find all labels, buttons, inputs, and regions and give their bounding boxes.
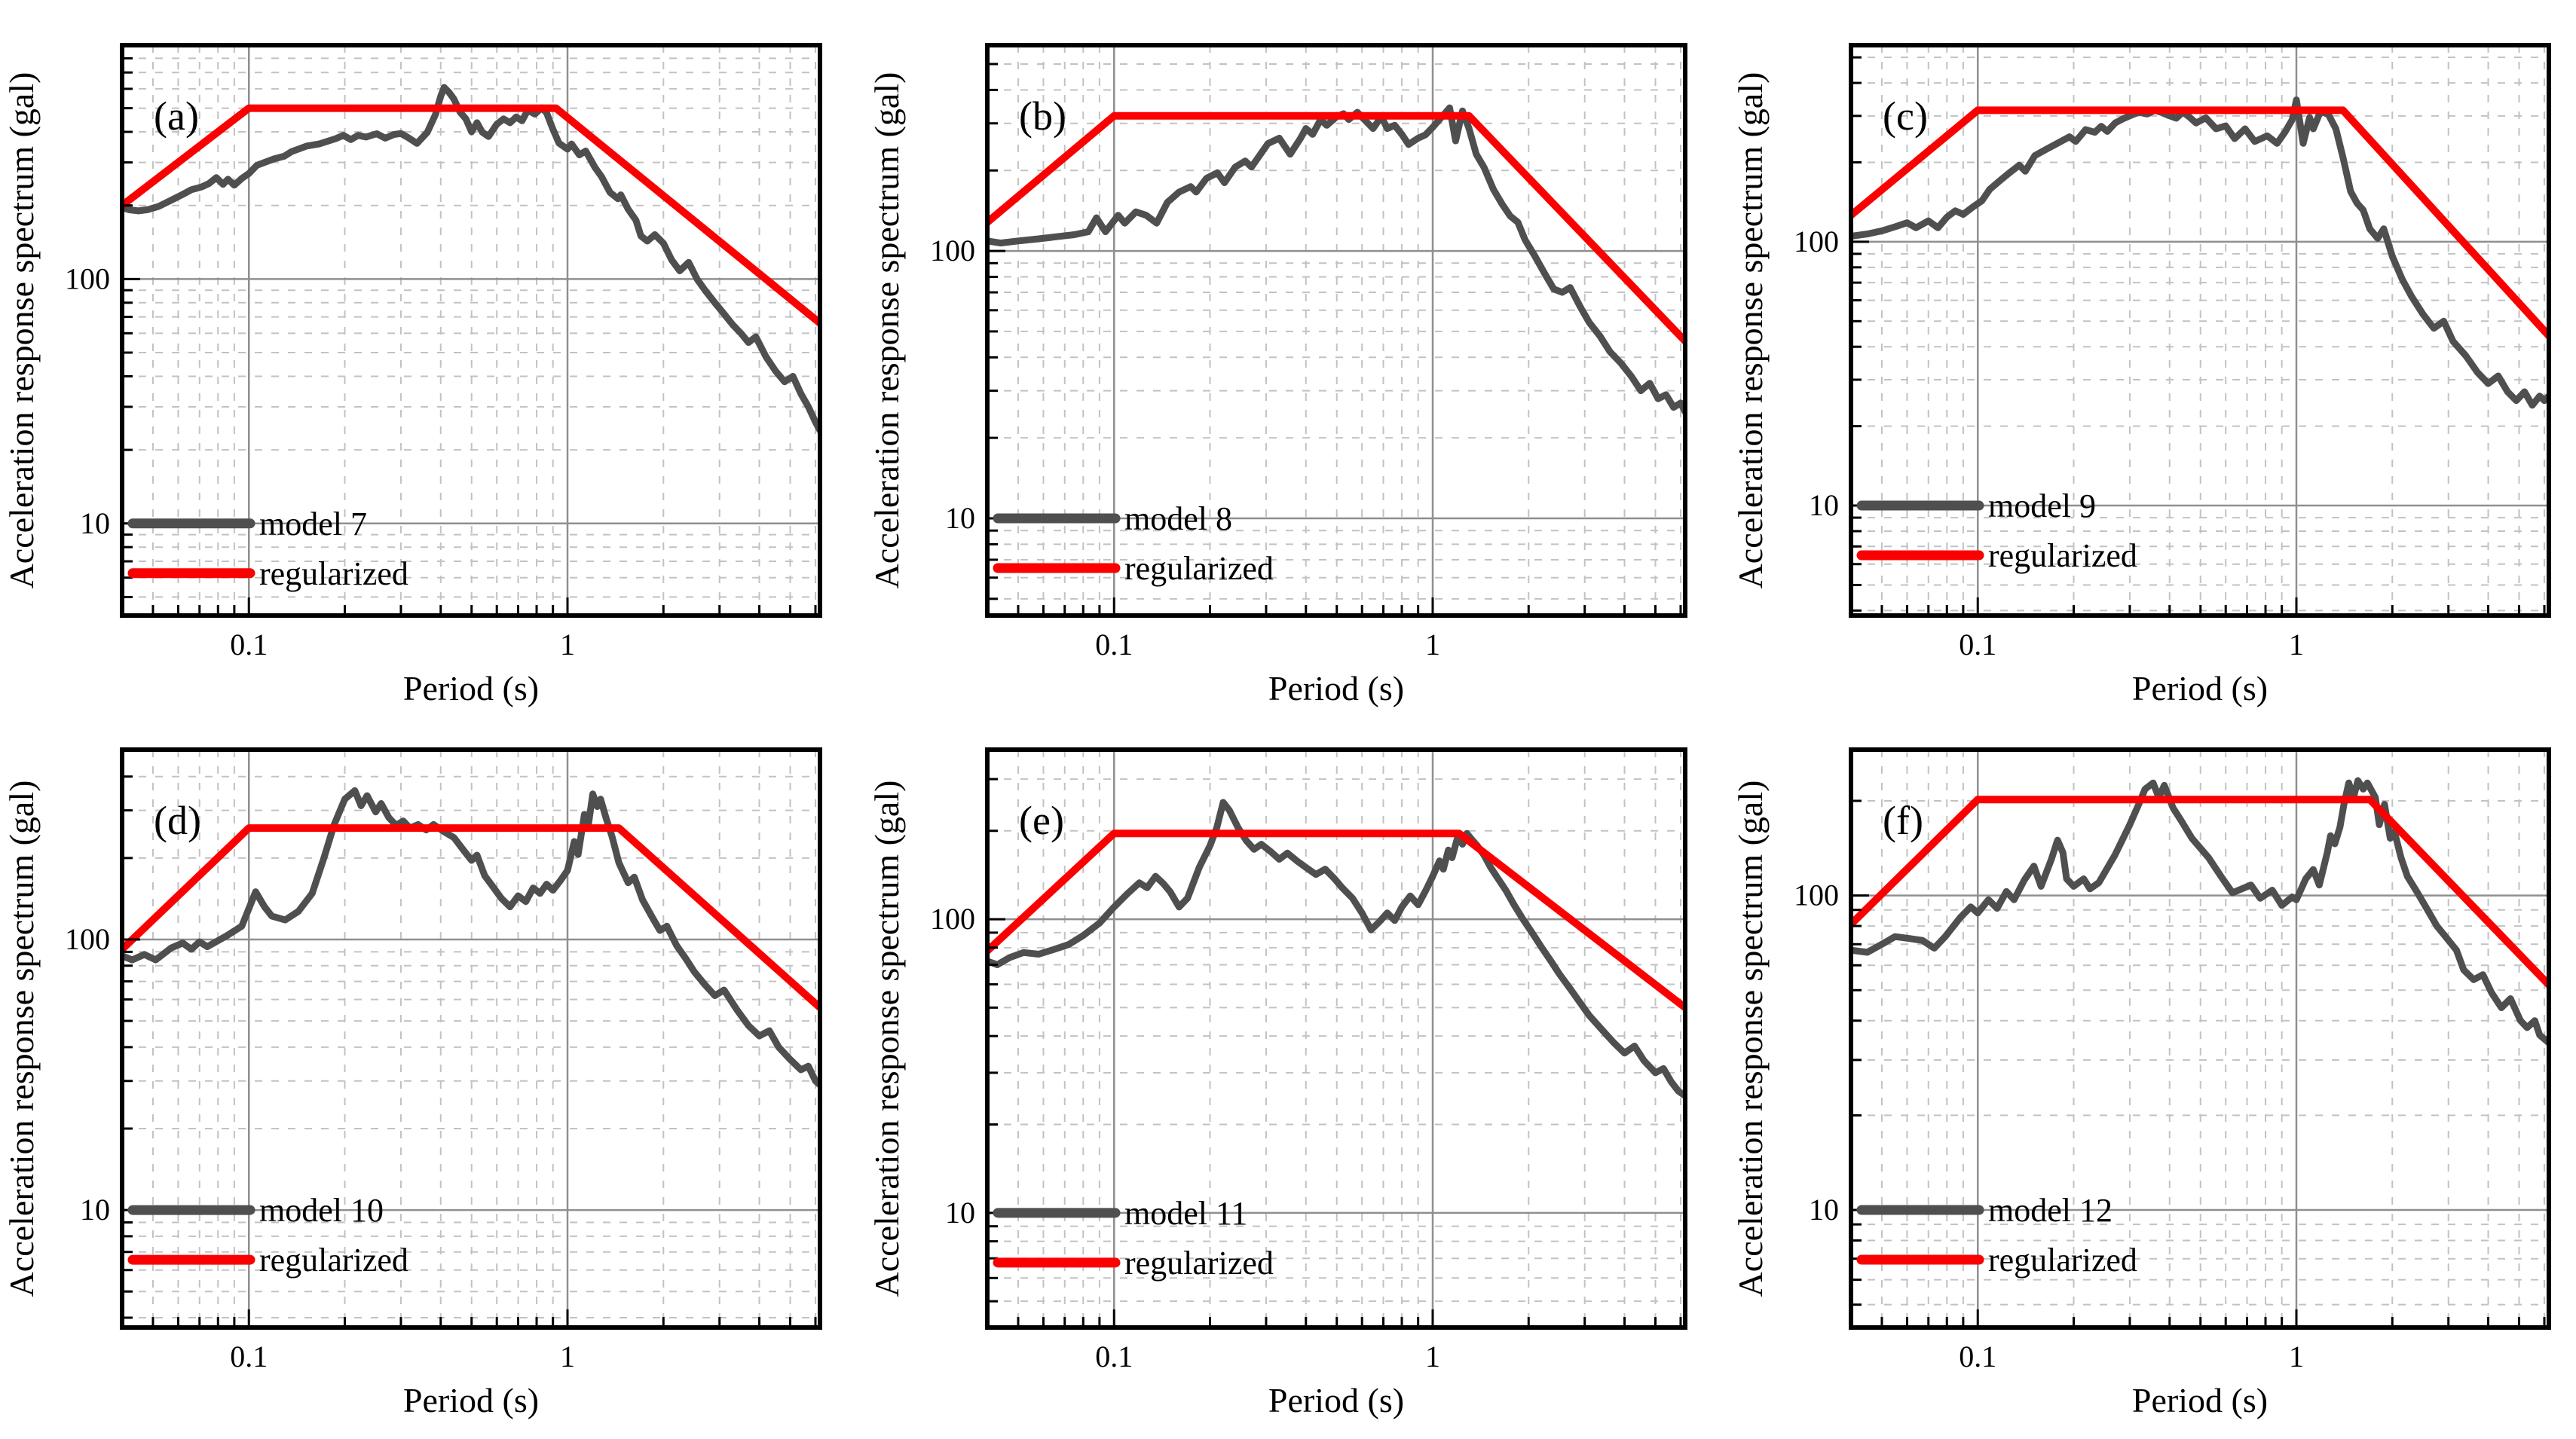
legend: model 11 regularized: [993, 1195, 1274, 1282]
major-gridlines: [1851, 45, 2549, 616]
minor-gridlines: [987, 45, 1685, 616]
x-tick-label: 1: [560, 628, 575, 661]
y-axis-title: Acceleration response spectrum (gal): [1731, 781, 1770, 1297]
subplot-c: 0.1 1 100 10 Period (s) Acceleration response…: [1731, 43, 2551, 707]
model-curve: [987, 799, 1685, 1100]
subplot-f: 0.1 1 100 10 Period (s) Acceleration response…: [1731, 747, 2551, 1419]
legend-regularized-label: regularized: [259, 555, 408, 592]
x-axis-title: Period (s): [1268, 669, 1404, 707]
x-tick-label: 0.1: [230, 1340, 268, 1373]
y-axis-title: Acceleration response spectrum (gal): [1731, 72, 1770, 589]
x-tick-label: 0.1: [230, 628, 268, 661]
subplot-tag: (b): [1019, 93, 1066, 139]
x-axis-title: Period (s): [403, 1381, 539, 1419]
subplot-d: 0.1 1 100 10 Period (s) Acceleration response…: [2, 747, 822, 1419]
minor-gridlines: [1851, 750, 2549, 1327]
x-axis-title: Period (s): [1268, 1381, 1404, 1419]
y-tick-label: 100: [930, 902, 975, 936]
subplot-tag: (a): [154, 93, 199, 139]
y-tick-label: 10: [945, 501, 975, 535]
y-tick-label: 100: [1794, 225, 1839, 258]
x-tick-label: 1: [560, 1340, 575, 1373]
legend-model-label: model 10: [259, 1192, 384, 1229]
legend-model-label: model 9: [1988, 487, 2096, 524]
legend-regularized-label: regularized: [1124, 1245, 1274, 1282]
x-tick-label: 0.1: [1095, 628, 1133, 661]
y-tick-label: 100: [65, 261, 110, 295]
x-tick-label: 1: [1425, 628, 1440, 661]
minor-gridlines: [987, 750, 1685, 1327]
regularized-curve: [987, 112, 1685, 345]
minor-gridlines: [122, 749, 820, 1327]
legend-model-label: model 8: [1124, 500, 1232, 537]
x-tick-label: 0.1: [1959, 628, 1996, 661]
tick-marks: [1851, 799, 2546, 1327]
regularized-curve: [1851, 106, 2549, 340]
tick-marks: [1851, 56, 2546, 616]
y-tick-label: 100: [65, 922, 110, 956]
tick-marks: [987, 63, 1682, 616]
legend: model 7 regularized: [127, 506, 408, 592]
regularized-curve: [122, 104, 820, 327]
major-gridlines: [122, 45, 820, 616]
minor-gridlines: [122, 44, 820, 616]
subplot-tag: (f): [1883, 798, 1923, 843]
tick-marks: [122, 749, 817, 1327]
model-curve: [122, 787, 820, 1089]
subplot-tag: (c): [1883, 93, 1928, 139]
legend-regularized-label: regularized: [1988, 537, 2137, 574]
x-axis-title: Period (s): [2132, 1381, 2268, 1419]
x-tick-label: 0.1: [1959, 1340, 1996, 1373]
tick-marks: [987, 778, 1682, 1327]
legend-regularized-label: regularized: [259, 1242, 408, 1279]
legend-model-label: model 12: [1988, 1192, 2113, 1229]
legend: model 8 regularized: [993, 500, 1274, 587]
y-tick-label: 10: [80, 1193, 110, 1227]
y-axis-title: Acceleration response spectrum (gal): [867, 72, 906, 589]
y-axis-title: Acceleration response spectrum (gal): [2, 72, 41, 589]
regularized-curve: [1851, 796, 2549, 989]
y-axis-title: Acceleration response spectrum (gal): [2, 781, 41, 1297]
y-tick-label: 10: [1809, 488, 1839, 522]
y-tick-label: 10: [80, 506, 110, 540]
legend-model-label: model 11: [1124, 1195, 1247, 1232]
legend: model 9 regularized: [1856, 487, 2137, 574]
subplot-a: 0.1 1 100 10 Period (s) Acceleration response…: [2, 43, 822, 707]
tick-marks: [122, 44, 817, 616]
x-tick-label: 1: [2289, 628, 2304, 661]
y-tick-label: 10: [1809, 1193, 1839, 1227]
legend-model-label: model 7: [259, 506, 367, 542]
legend: model 10 regularized: [127, 1192, 408, 1279]
x-tick-label: 1: [1425, 1340, 1440, 1373]
y-tick-label: 10: [945, 1196, 975, 1230]
x-tick-label: 0.1: [1095, 1340, 1133, 1373]
legend-regularized-label: regularized: [1124, 550, 1274, 587]
model-curve: [1851, 777, 2549, 1046]
model-curve: [1851, 96, 2549, 409]
y-axis-title: Acceleration response spectrum (gal): [867, 781, 906, 1297]
y-tick-label: 100: [930, 234, 975, 267]
subplot-tag: (e): [1019, 798, 1064, 843]
subplot-e: 0.1 1 100 10 Period (s) Acceleration response…: [867, 747, 1687, 1419]
regularized-curve: [987, 829, 1685, 1012]
legend-regularized-label: regularized: [1988, 1242, 2137, 1279]
subplot-tag: (d): [154, 798, 201, 843]
x-tick-label: 1: [2289, 1340, 2304, 1373]
y-tick-label: 100: [1794, 878, 1839, 912]
legend: model 12 regularized: [1856, 1192, 2137, 1279]
x-axis-title: Period (s): [403, 669, 539, 707]
x-axis-title: Period (s): [2132, 669, 2268, 707]
model-curve: [122, 84, 820, 434]
regularized-curve: [122, 824, 820, 1012]
subplot-b: 0.1 1 100 10 Period (s) Acceleration response…: [867, 43, 1687, 707]
